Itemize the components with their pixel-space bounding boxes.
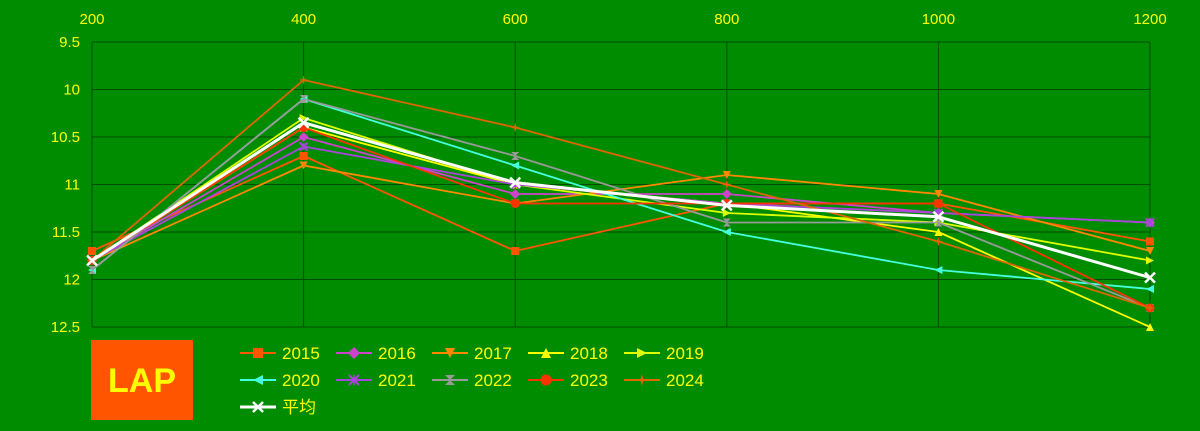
- legend-item: 2023: [528, 371, 608, 390]
- data-point: [510, 199, 520, 208]
- data-point: [636, 374, 648, 386]
- data-point: [253, 348, 263, 358]
- data-point: [348, 347, 360, 359]
- data-point: [721, 189, 732, 199]
- x-tick-label: 1200: [1133, 11, 1166, 28]
- data-point: [299, 152, 308, 160]
- data-point: [252, 401, 264, 413]
- data-point: [721, 179, 732, 190]
- series-平均: [86, 116, 1156, 284]
- lap-badge-label: LAP: [108, 362, 176, 400]
- series-line: [91, 79, 1151, 309]
- legend-label: 2017: [474, 344, 512, 363]
- data-point: [1146, 323, 1154, 331]
- data-point: [298, 132, 309, 142]
- x-tick-label: 1000: [922, 11, 955, 28]
- data-point: [1146, 237, 1154, 246]
- x-tick-label: 200: [79, 11, 104, 28]
- data-point: [511, 247, 520, 255]
- y-tick-label: 11: [64, 177, 80, 194]
- legend-item: 2019: [624, 344, 704, 363]
- data-point: [510, 189, 521, 199]
- y-axis-ticks: 9.5 10 10.5 11 11.5 12 12.5: [51, 34, 80, 336]
- data-point: [722, 218, 731, 227]
- data-point: [722, 228, 731, 236]
- legend-label: 2018: [570, 344, 608, 363]
- data-point: [1146, 285, 1154, 293]
- y-tick-label: 12.5: [51, 319, 80, 336]
- data-point: [509, 176, 522, 189]
- data-point: [722, 209, 731, 217]
- legend-item: 2020: [240, 371, 320, 390]
- y-tick-label: 10.5: [51, 129, 80, 146]
- x-tick-label: 600: [503, 11, 528, 28]
- lap-badge-box: [91, 340, 193, 420]
- data-point: [934, 228, 943, 236]
- legend-label: 平均: [282, 398, 316, 417]
- data-point: [511, 161, 520, 170]
- data-point: [445, 348, 455, 358]
- legend-label: 2020: [282, 371, 320, 390]
- legend: 2015 2016 2017 2018 2019 2020 2021 2022 2023 2024…: [240, 344, 704, 417]
- y-tick-label: 9.5: [59, 34, 80, 51]
- data-point: [88, 247, 96, 255]
- data-point: [253, 375, 263, 385]
- data-point: [720, 199, 733, 212]
- data-point: [297, 116, 310, 129]
- data-point: [934, 266, 943, 274]
- data-point: [86, 254, 98, 267]
- legend-item: 2022: [432, 371, 512, 390]
- x-tick-label: 800: [714, 11, 739, 28]
- data-point: [445, 375, 455, 385]
- data-point: [88, 266, 96, 274]
- legend-item: 2021: [336, 371, 416, 390]
- lap-badge: LAP: [91, 340, 193, 420]
- legend-item: 2016: [336, 344, 416, 363]
- data-point: [541, 348, 551, 358]
- series-lines: [86, 75, 1156, 331]
- data-point: [298, 75, 309, 85]
- legend-label: 2022: [474, 371, 512, 390]
- y-tick-label: 12: [63, 272, 80, 289]
- data-point: [1146, 256, 1154, 265]
- data-point: [637, 348, 647, 358]
- legend-item: 2018: [528, 344, 608, 363]
- x-axis-ticks: 200 400 600 800 1000 1200: [79, 11, 1166, 28]
- legend-label: 2016: [378, 344, 416, 363]
- legend-label: 2015: [282, 344, 320, 363]
- data-point: [511, 152, 520, 160]
- data-point: [1144, 271, 1156, 284]
- data-point: [1146, 247, 1154, 255]
- legend-item: 2015: [240, 344, 320, 363]
- data-point: [298, 141, 309, 152]
- x-tick-label: 400: [291, 11, 316, 28]
- series-line: [91, 98, 1151, 309]
- legend-label: 2019: [666, 344, 704, 363]
- data-point: [540, 374, 552, 386]
- series-line: [91, 126, 1151, 309]
- data-point: [722, 171, 731, 179]
- legend-item: 2024: [624, 371, 704, 390]
- data-point: [932, 210, 945, 223]
- data-point: [1145, 303, 1155, 313]
- data-point: [299, 95, 308, 103]
- y-tick-label: 11.5: [52, 224, 80, 241]
- legend-label: 2021: [378, 371, 416, 390]
- legend-label: 2024: [666, 371, 704, 390]
- legend-item: 平均: [240, 398, 316, 417]
- data-point: [933, 199, 943, 208]
- data-point: [1145, 217, 1155, 228]
- legend-label: 2023: [570, 371, 608, 390]
- data-point: [348, 374, 360, 386]
- series-line: [91, 155, 1151, 252]
- y-tick-label: 10: [63, 82, 80, 99]
- data-point: [934, 190, 943, 198]
- data-point: [299, 161, 308, 170]
- legend-item: 2017: [432, 344, 512, 363]
- data-point: [510, 122, 521, 133]
- series-line: [91, 121, 1151, 280]
- data-point: [933, 236, 944, 247]
